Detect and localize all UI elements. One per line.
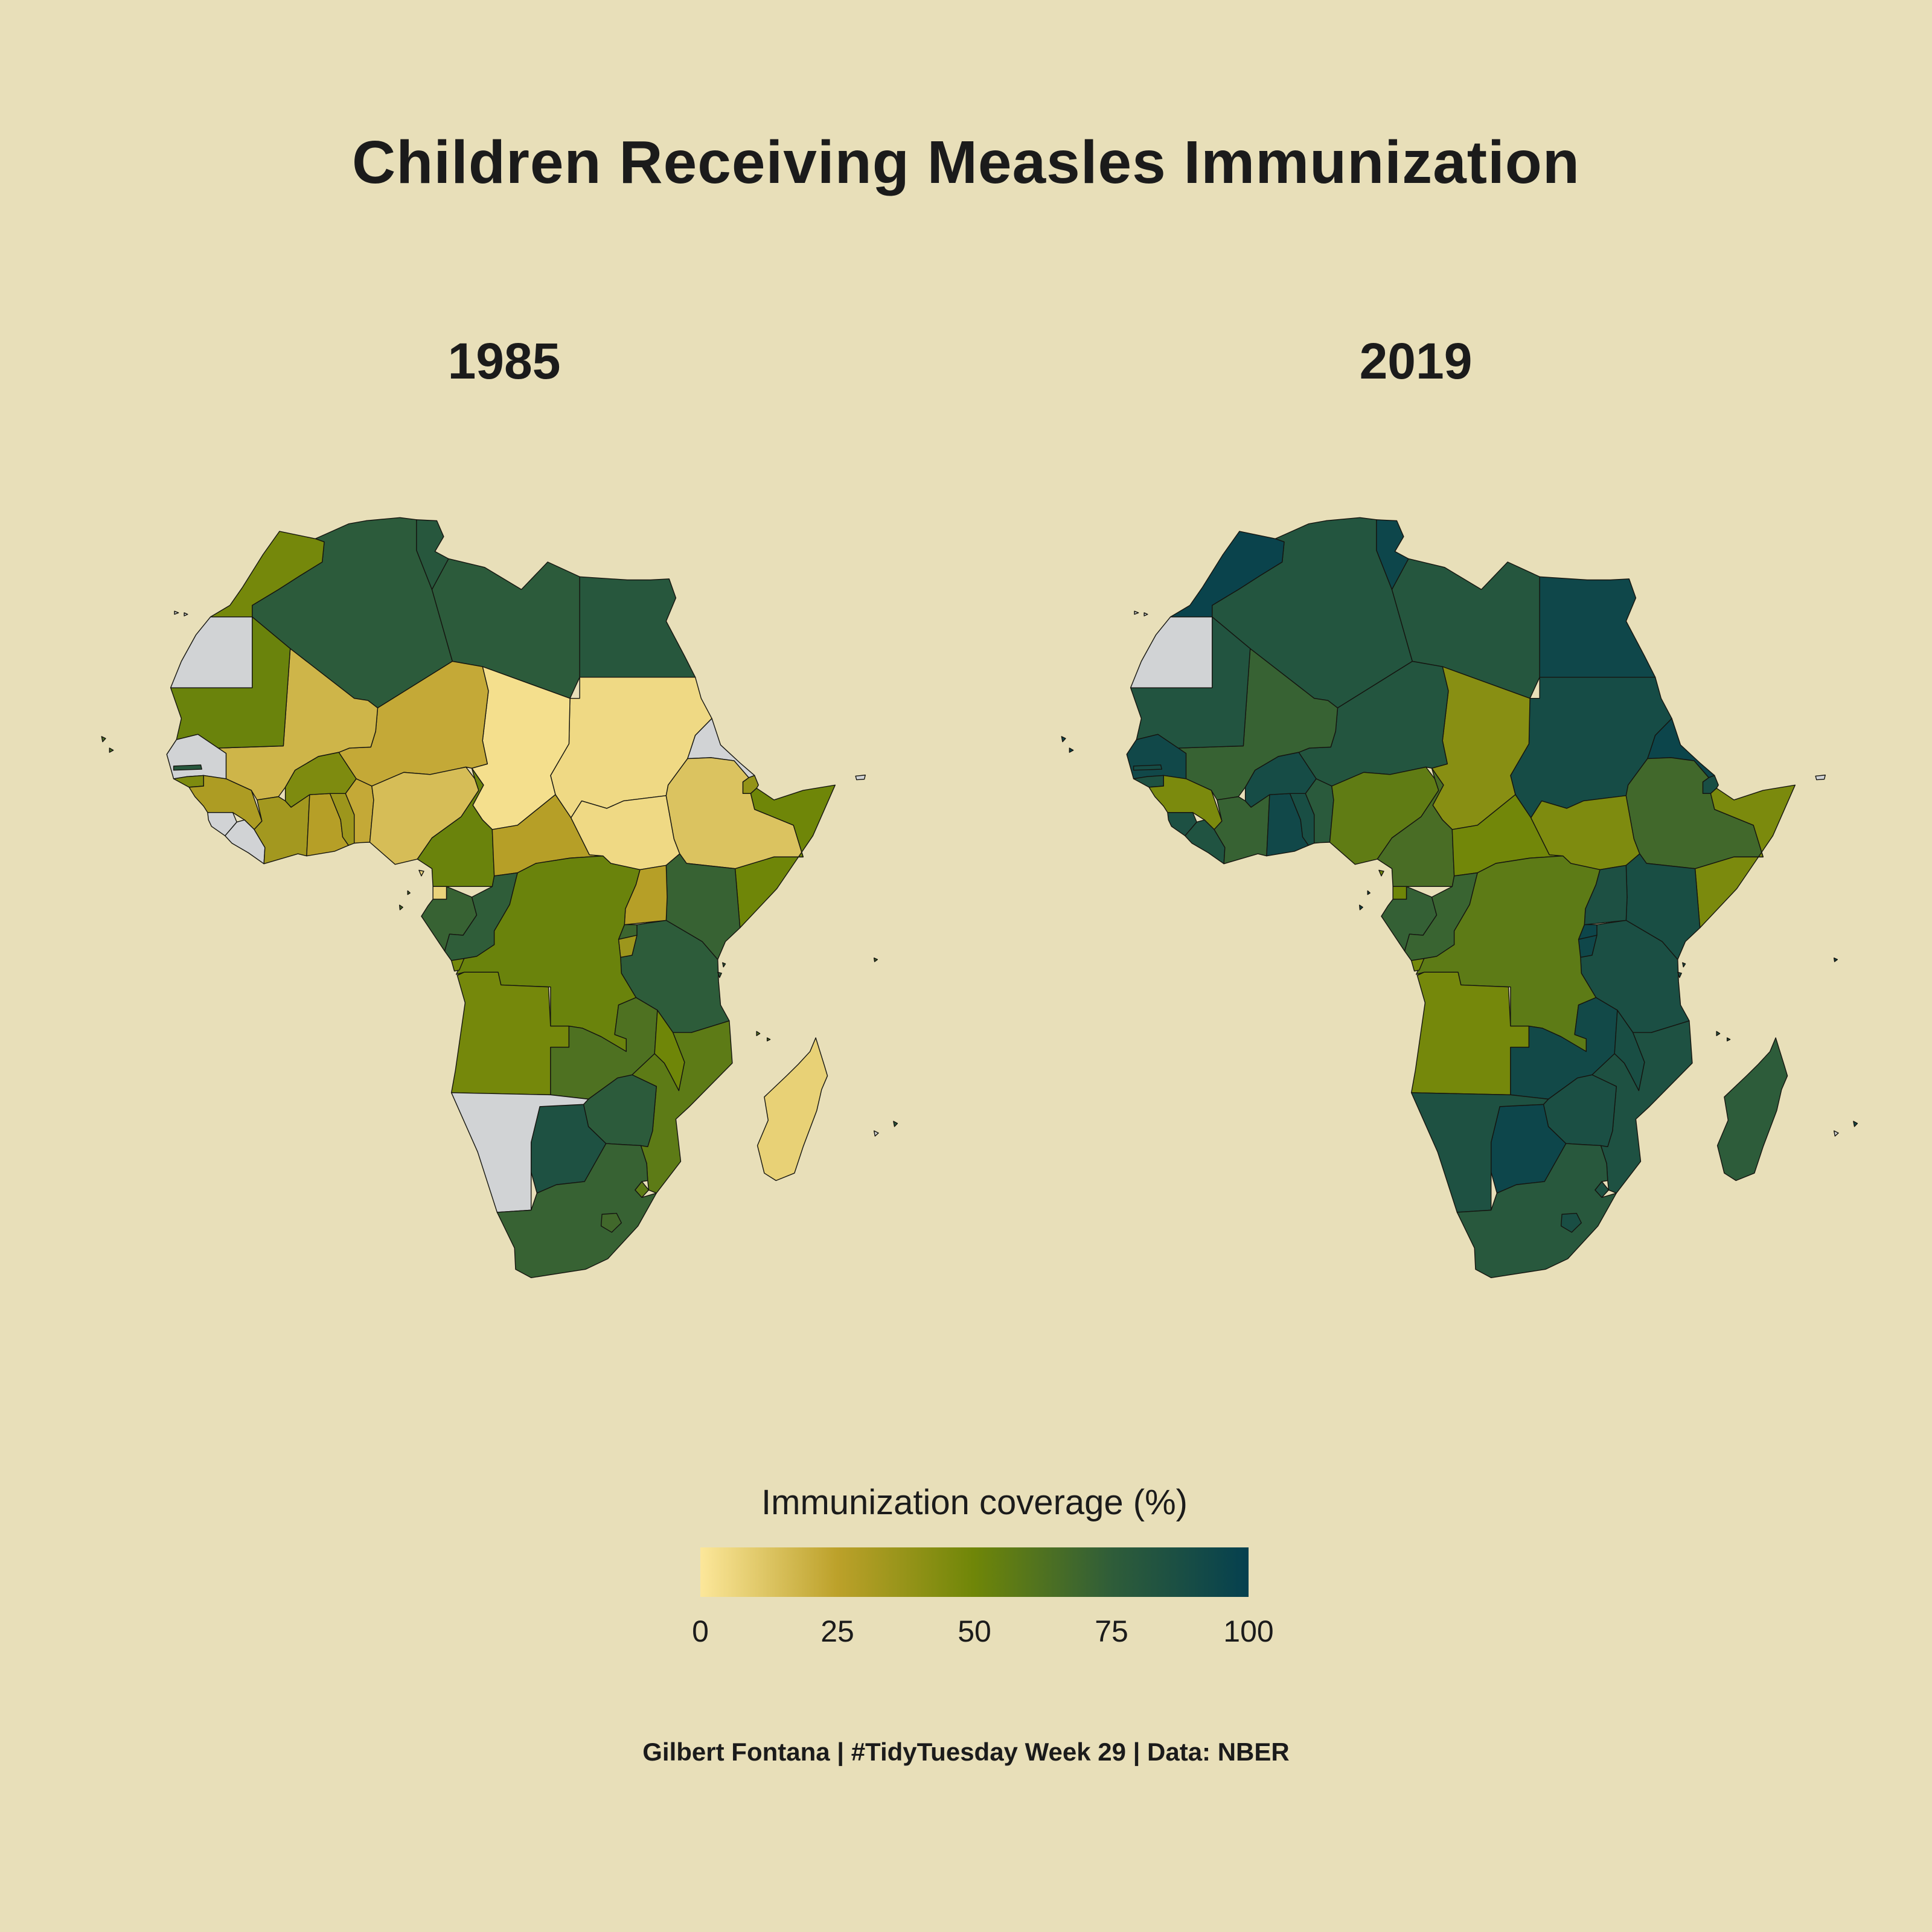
- caption: Gilbert Fontana | #TidyTuesday Week 29 |…: [642, 1738, 1290, 1766]
- country-sao-tome-and-principe: [1359, 890, 1371, 910]
- country-seychelles: [1833, 957, 1838, 962]
- map-2019: [1061, 517, 1858, 1279]
- country-reunion: [1833, 1130, 1839, 1137]
- country-mauritius: [893, 1121, 898, 1127]
- country-socotra: [855, 775, 866, 781]
- country-egypt: [579, 576, 696, 678]
- country-seychelles: [873, 957, 878, 962]
- legend-tick-0: 0: [692, 1614, 709, 1648]
- country-morocco: [210, 531, 325, 618]
- country-comoros: [1716, 1031, 1731, 1041]
- legend-tick-labels: 0 25 50 75 100: [692, 1614, 1274, 1650]
- legend-tick-75: 75: [1095, 1614, 1128, 1648]
- legend-tick-50: 50: [958, 1614, 991, 1648]
- country-morocco: [1169, 531, 1285, 618]
- country-cape-verde: [101, 736, 114, 753]
- country-burkina-faso: [284, 752, 357, 808]
- country-sao-tome-and-principe: [399, 890, 411, 910]
- country-namibia: [1410, 1092, 1549, 1213]
- country-madagascar: [1716, 1037, 1788, 1182]
- country-comoros: [756, 1031, 771, 1041]
- country-canary-islands: [1134, 610, 1148, 616]
- country-reunion: [873, 1130, 879, 1137]
- country-madagascar: [756, 1037, 828, 1182]
- legend-title: Immunization coverage (%): [761, 1483, 1188, 1522]
- country-cape-verde: [1061, 736, 1074, 753]
- country-lesotho: [1560, 1212, 1582, 1233]
- country-cameroon: [417, 767, 495, 888]
- country-western-sahara: [1130, 616, 1213, 688]
- panel-label-1985: 1985: [447, 333, 561, 389]
- country-cameroon: [1377, 767, 1455, 888]
- country-mauritius: [1853, 1121, 1858, 1127]
- country-eswatini: [1595, 1181, 1610, 1198]
- country-socotra: [1815, 775, 1826, 781]
- legend-gradient-bar: [700, 1547, 1249, 1597]
- country-lesotho: [600, 1212, 622, 1233]
- country-eswatini: [635, 1181, 650, 1198]
- country-tunisia: [1376, 519, 1409, 590]
- map-1985: [101, 517, 898, 1279]
- legend-tick-100: 100: [1223, 1614, 1274, 1648]
- country-western-sahara: [170, 616, 253, 688]
- country-angola: [450, 958, 570, 1096]
- legend-tick-25: 25: [820, 1614, 854, 1648]
- panel-label-2019: 2019: [1359, 333, 1473, 389]
- country-namibia: [450, 1092, 589, 1213]
- country-gambia: [1133, 764, 1162, 771]
- country-burkina-faso: [1244, 752, 1317, 808]
- chart-title: Children Receiving Measles Immunization: [352, 129, 1580, 196]
- country-tunisia: [416, 519, 449, 590]
- country-egypt: [1539, 576, 1656, 678]
- country-canary-islands: [174, 610, 188, 616]
- country-gambia: [173, 764, 202, 771]
